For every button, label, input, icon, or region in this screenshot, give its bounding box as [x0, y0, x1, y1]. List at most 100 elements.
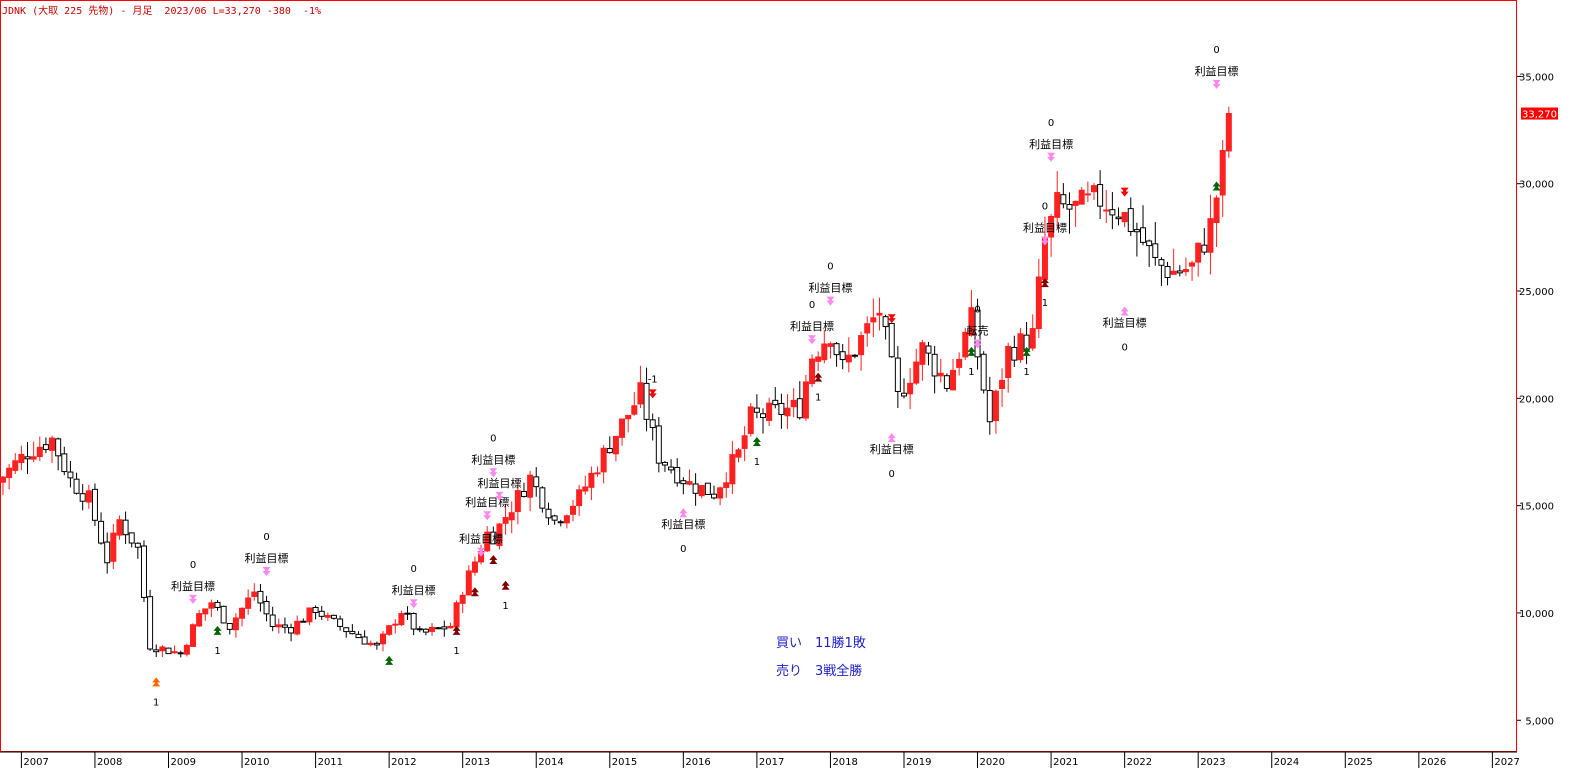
candle-body — [1201, 244, 1208, 253]
x-tick-label: 2013 — [465, 757, 490, 768]
candle-body — [343, 627, 350, 633]
candle-body — [533, 476, 540, 488]
candle-body — [190, 624, 197, 647]
candle-body — [815, 356, 822, 362]
candle-body — [520, 491, 527, 498]
x-tick-label: 2011 — [318, 757, 343, 768]
x-tick-label: 2014 — [538, 757, 563, 768]
signal-label: 利益目標 — [465, 495, 509, 509]
candle-body — [631, 405, 638, 415]
candle-body — [802, 381, 809, 419]
market-name: (大取 225 先物) — [32, 6, 115, 17]
signal-label: 利益目標 — [477, 476, 521, 490]
last-price-tag — [1521, 107, 1558, 120]
candle-body — [1103, 209, 1110, 212]
candle-body — [1066, 204, 1073, 210]
candle-body — [447, 625, 454, 629]
candle-body — [91, 488, 98, 521]
candle-body — [1182, 269, 1189, 273]
candle-body — [128, 532, 135, 544]
candle-body — [557, 521, 564, 524]
y-axis: 5,000 10,000 15,000 20,000 25,000 30,000 35,00… — [1517, 72, 1554, 727]
x-tick-label: 2016 — [685, 757, 710, 768]
candle-body — [1060, 194, 1067, 205]
symbol: JDNK — [2, 6, 27, 17]
signal-label: 利益目標 — [661, 517, 705, 531]
candle-body — [1078, 189, 1085, 205]
y-tick-label: 5,000 — [1525, 716, 1554, 727]
candle-body — [484, 531, 491, 552]
signal-label: 転売 — [967, 325, 989, 338]
x-tick-label: 2007 — [23, 757, 48, 768]
candle-body — [1090, 185, 1097, 193]
candle-body — [643, 382, 650, 420]
candle-body — [839, 351, 846, 361]
x-tick-label: 2015 — [612, 757, 637, 768]
candle-body — [1121, 212, 1128, 223]
signal-count: 0 — [490, 433, 496, 444]
x-tick-label: 2008 — [97, 757, 122, 768]
target-down-arrow-icon — [1047, 152, 1056, 162]
signal-label: 利益目標 — [245, 551, 289, 565]
candle-body — [398, 613, 405, 626]
sell-stats: 売り 3戦全勝 — [776, 664, 863, 679]
x-tick-label: 2024 — [1274, 757, 1299, 768]
x-tick-label: 2025 — [1347, 757, 1372, 768]
candle-body — [974, 309, 981, 358]
candle-body — [999, 379, 1006, 389]
x-tick-label: 2026 — [1421, 757, 1446, 768]
x-tick-label: 2027 — [1494, 757, 1519, 768]
x-tick-label: 2019 — [906, 757, 931, 768]
candle-body — [925, 345, 932, 354]
candle-body — [1097, 184, 1104, 207]
candle-body — [980, 353, 987, 391]
candle-body — [931, 353, 938, 377]
candle-body — [668, 466, 675, 471]
candle-body — [827, 343, 834, 347]
buy-stats: 買い 11勝1敗 — [776, 636, 866, 651]
last-price-tag-label: 33,270 — [1522, 110, 1557, 121]
price-change-pct: -1% — [302, 6, 322, 17]
candle-body — [772, 399, 779, 406]
candle-body — [239, 607, 246, 619]
candle-body — [67, 471, 74, 479]
candle-body — [1152, 243, 1159, 258]
candle-body — [104, 541, 111, 564]
target-down-arrow-icon — [495, 491, 504, 501]
candle-body — [1164, 265, 1171, 278]
candle-body — [24, 456, 31, 460]
candle-body — [337, 618, 344, 627]
y-tick-label: 10,000 — [1519, 609, 1554, 620]
candle-body — [275, 624, 282, 628]
candle-body — [306, 607, 313, 623]
candle-body — [196, 613, 203, 627]
candle-body — [1084, 193, 1091, 196]
candle-body — [992, 390, 999, 422]
candle-body — [471, 561, 478, 573]
candle-body — [729, 454, 736, 485]
signal-label: 利益目標 — [459, 532, 503, 546]
signal-count: 1 — [453, 646, 459, 657]
signal-label: 利益目標 — [471, 452, 515, 466]
candle-body — [410, 613, 417, 630]
candle-body — [1158, 259, 1165, 266]
candle-body — [717, 487, 724, 499]
signal-count: 1 — [968, 367, 974, 378]
target-down-arrow-icon — [409, 599, 418, 609]
candle-body — [760, 413, 767, 419]
plot-border — [0, 0, 1517, 752]
candle-body — [42, 444, 49, 450]
candle-body — [784, 407, 791, 417]
candle-body — [441, 626, 448, 630]
candle-body — [12, 460, 19, 471]
candle-body — [490, 531, 497, 545]
target-down-arrow-icon — [489, 468, 498, 478]
buy-arrow-icon — [489, 555, 498, 565]
signal-count: 0 — [974, 305, 980, 316]
candle-body — [956, 358, 963, 368]
signals-layer: 1利益目標01利益目標0利益目標01利益目標利益目標利益目標0利益目標1-1利益… — [152, 45, 1239, 708]
candle-body — [226, 622, 233, 630]
signal-label: 利益目標 — [1103, 315, 1147, 329]
candle-body — [330, 614, 337, 619]
